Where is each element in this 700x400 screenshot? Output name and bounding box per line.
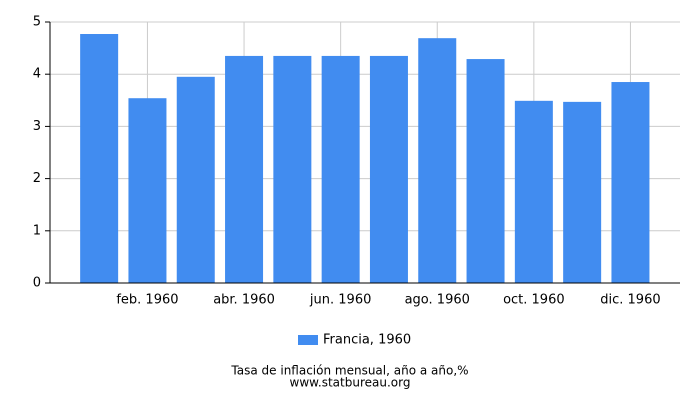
y-tick-label: 0 [33,276,41,291]
x-tick-label: ago. 1960 [405,293,470,308]
x-tick-label: feb. 1960 [116,293,178,308]
bar [128,98,167,283]
footer-title: Tasa de inflación mensual, año a año,% [230,364,468,378]
bar [321,55,360,284]
x-tick-label: jun. 1960 [309,293,371,308]
bar [466,59,505,284]
y-tick-label: 3 [33,119,41,134]
footer-source: www.statbureau.org [290,376,411,390]
legend-label: Francia, 1960 [323,333,411,348]
bar [611,82,650,283]
bar [563,101,602,283]
y-tick-label: 1 [33,223,41,238]
bar [80,34,119,284]
bar [418,38,457,283]
legend-swatch [298,335,318,345]
x-tick-label: dic. 1960 [600,293,660,308]
bar [369,55,408,284]
bar [514,100,553,284]
y-tick-label: 2 [33,171,41,186]
bar [225,55,264,284]
bar [273,55,312,284]
y-tick-label: 5 [33,15,41,30]
x-tick-label: oct. 1960 [503,293,565,308]
x-tick-label: abr. 1960 [213,293,275,308]
bar [176,76,215,283]
y-tick-label: 4 [33,67,41,82]
